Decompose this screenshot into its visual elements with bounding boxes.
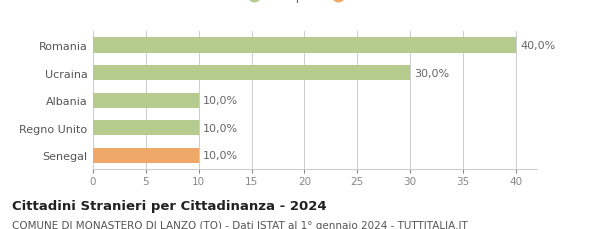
Bar [93, 93, 199, 108]
Text: COMUNE DI MONASTERO DI LANZO (TO) - Dati ISTAT al 1° gennaio 2024 - TUTTITALIA.I: COMUNE DI MONASTERO DI LANZO (TO) - Dati… [12, 220, 468, 229]
Legend: Europa, Africa: Europa, Africa [237, 0, 393, 8]
Text: Cittadini Stranieri per Cittadinanza - 2024: Cittadini Stranieri per Cittadinanza - 2… [12, 199, 326, 212]
Bar [93, 148, 199, 163]
Text: 10,0%: 10,0% [203, 96, 238, 106]
Text: 10,0%: 10,0% [203, 123, 238, 133]
Text: 40,0%: 40,0% [520, 41, 556, 51]
Text: 10,0%: 10,0% [203, 151, 238, 161]
Bar [93, 66, 410, 81]
Text: 30,0%: 30,0% [415, 68, 449, 78]
Bar [93, 38, 516, 53]
Bar [93, 121, 199, 136]
